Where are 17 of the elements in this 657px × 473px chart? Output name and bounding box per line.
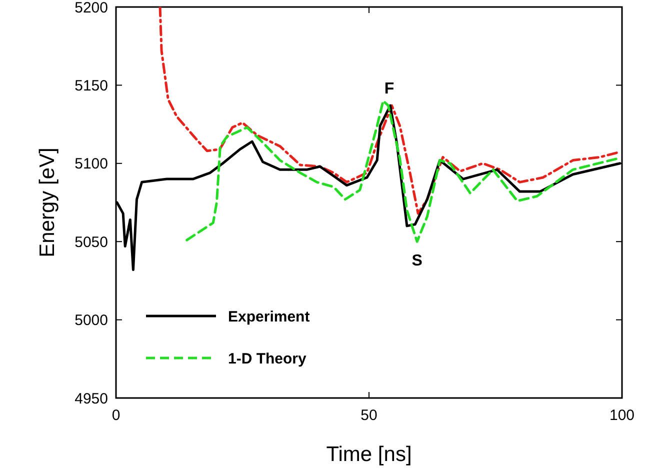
legend-label: 1-D Theory xyxy=(228,350,308,368)
y-tick-label: 5100 xyxy=(74,156,108,173)
y-axis-title: Energy [eV] xyxy=(36,148,59,258)
y-tick-label: 5200 xyxy=(74,0,108,16)
annotation: S xyxy=(412,252,423,270)
x-tick-label: 100 xyxy=(609,407,635,424)
y-tick-label: 4950 xyxy=(74,390,108,408)
x-tick-label: 0 xyxy=(112,407,120,424)
line-series xyxy=(186,100,618,243)
annotation: F xyxy=(384,80,394,98)
y-tick-label: 5000 xyxy=(74,312,108,330)
legend-label: Experiment xyxy=(228,308,310,326)
line-series xyxy=(158,7,620,215)
x-axis-title: Time [ns] xyxy=(326,443,412,466)
y-tick-label: 5150 xyxy=(74,77,108,94)
y-tick-label: 5050 xyxy=(74,234,108,251)
x-tick-label: 50 xyxy=(360,407,378,424)
